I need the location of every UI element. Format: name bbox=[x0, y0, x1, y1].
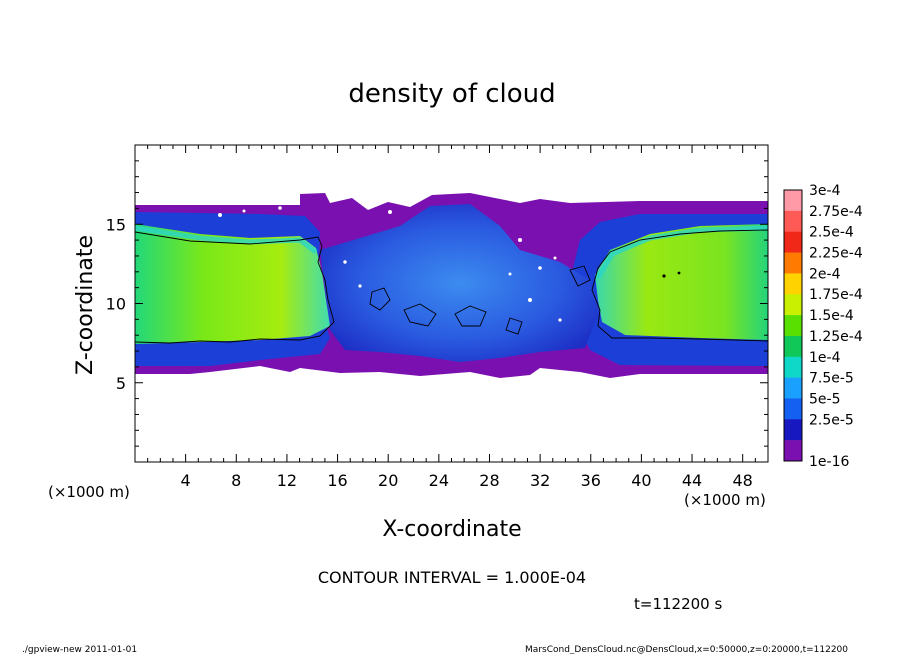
colorbar-swatch bbox=[784, 252, 802, 274]
x-tick-label: 32 bbox=[530, 471, 550, 490]
colorbar-frame bbox=[783, 189, 803, 462]
x-tick-label: 20 bbox=[378, 471, 398, 490]
colorbar-swatch bbox=[784, 273, 802, 295]
contour-interval: CONTOUR INTERVAL = 1.000E-04 bbox=[318, 568, 586, 587]
colorbar-swatch bbox=[784, 335, 802, 358]
x-tick-label: 48 bbox=[733, 471, 753, 490]
cloud-left-body bbox=[135, 224, 330, 344]
cloud-mid-region bbox=[320, 204, 600, 362]
colorbar: 3e-4 2.75e-4 2.5e-4 2.25e-4 2e-4 1.75e-4 1.5e-… bbox=[783, 183, 863, 470]
colorbar-swatch bbox=[784, 210, 802, 232]
cloud-right-cyan-edge bbox=[595, 225, 768, 280]
y-tick-label: 5 bbox=[116, 374, 126, 393]
colorbar-swatch bbox=[784, 440, 802, 462]
x-axis-ticks: 4 8 12 16 20 24 28 32 36 40 44 48 bbox=[147, 145, 756, 490]
y-axis-ticks: 5 10 15 bbox=[106, 160, 768, 447]
colorbar-swatch bbox=[784, 377, 802, 399]
x-tick-label: 28 bbox=[479, 471, 499, 490]
colorbar-swatch bbox=[784, 315, 802, 337]
footer-left: ./gpview-new 2011-01-01 bbox=[22, 645, 137, 654]
footer-right: MarsCond_DensCloud.nc@DensCloud,x=0:5000… bbox=[525, 645, 848, 654]
x-tick-label: 44 bbox=[682, 471, 702, 490]
cloud-left-cyan-edge bbox=[135, 225, 318, 254]
colorbar-label: 1e-16 bbox=[809, 454, 849, 470]
x-axis-label: X-coordinate bbox=[382, 517, 521, 542]
x-tick-label: 40 bbox=[631, 471, 651, 490]
colorbar-label: 1e-4 bbox=[809, 350, 841, 366]
colorbar-label: 2.5e-4 bbox=[809, 225, 854, 241]
colorbar-swatch bbox=[784, 398, 802, 420]
contour-dot-1 bbox=[662, 274, 666, 278]
colorbar-label: 2.5e-5 bbox=[809, 412, 854, 428]
colorbar-label: 2.75e-4 bbox=[809, 204, 863, 220]
x-tick-label: 36 bbox=[581, 471, 601, 490]
contour-lines bbox=[135, 229, 768, 344]
colorbar-swatch bbox=[784, 190, 802, 212]
contour-dot-2 bbox=[677, 271, 681, 275]
x-unit-left: (×1000 m) bbox=[48, 483, 130, 501]
colorbar-label: 1.25e-4 bbox=[809, 329, 863, 345]
colorbar-swatch bbox=[784, 231, 802, 253]
cloud-right-body bbox=[595, 224, 768, 340]
colorbar-swatch bbox=[784, 294, 802, 316]
colorbar-label: 7.5e-5 bbox=[809, 371, 854, 387]
colorbar-label: 1.75e-4 bbox=[809, 287, 863, 303]
x-tick-label: 24 bbox=[429, 471, 449, 490]
x-unit-right: (×1000 m) bbox=[684, 491, 766, 509]
chart-title: density of cloud bbox=[348, 79, 555, 109]
colorbar-label: 3e-4 bbox=[809, 183, 841, 199]
colorbar-label: 5e-5 bbox=[809, 391, 840, 407]
colorbar-label: 2.25e-4 bbox=[809, 246, 863, 262]
colorbar-label: 2e-4 bbox=[809, 266, 841, 282]
colorbar-swatch bbox=[784, 356, 802, 378]
x-tick-label: 4 bbox=[181, 471, 191, 490]
x-tick-label: 12 bbox=[277, 471, 297, 490]
colorbar-swatch bbox=[784, 419, 802, 441]
colorbar-label: 1.5e-4 bbox=[809, 308, 854, 324]
x-tick-label: 8 bbox=[231, 471, 241, 490]
y-tick-label: 10 bbox=[106, 295, 126, 314]
time-label: t=112200 s bbox=[634, 595, 722, 613]
cloud-speckles bbox=[218, 206, 562, 322]
x-tick-label: 16 bbox=[327, 471, 347, 490]
y-axis-label: Z-coordinate bbox=[73, 235, 98, 375]
plot-area bbox=[135, 193, 768, 378]
y-tick-label: 15 bbox=[106, 215, 126, 234]
